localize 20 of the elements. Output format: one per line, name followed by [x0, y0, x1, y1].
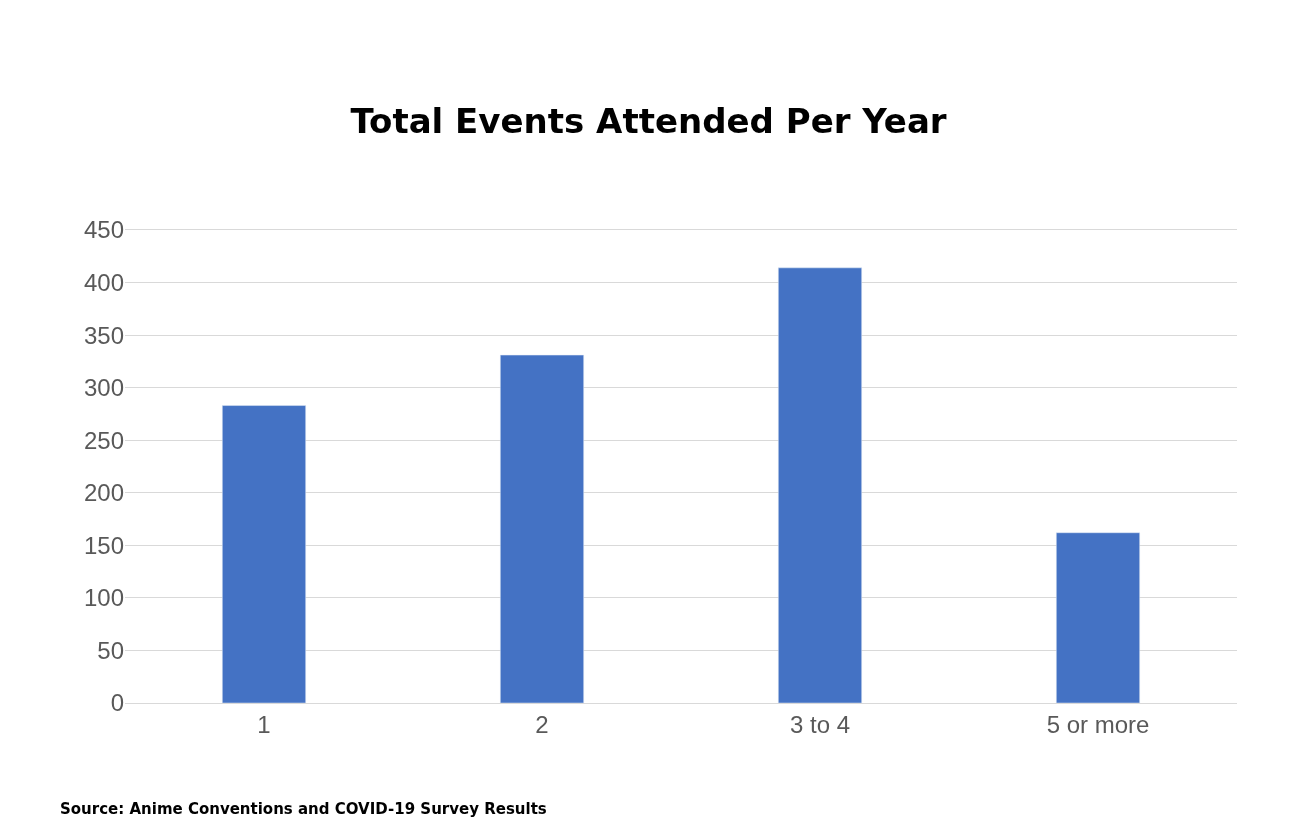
- source-note: Source: Anime Conventions and COVID-19 Survey Results: [60, 800, 547, 818]
- y-tick-label: 350: [83, 321, 124, 349]
- y-tick-label: 0: [110, 689, 124, 717]
- x-tick-label: 2: [535, 710, 549, 738]
- y-tick-label: 300: [83, 374, 124, 402]
- x-tick-label: 1: [257, 710, 271, 738]
- bar: [1056, 532, 1140, 703]
- bar: [500, 354, 584, 703]
- y-tick-label: 200: [83, 479, 124, 507]
- y-tick-label: 400: [83, 268, 124, 296]
- y-tick-label: 100: [83, 584, 124, 612]
- bar: [222, 405, 306, 703]
- x-tick-label: 5 or more: [1046, 710, 1150, 738]
- x-tick-label: 3 to 4: [789, 710, 851, 738]
- y-tick-label: 150: [83, 531, 124, 559]
- bar: [778, 267, 862, 703]
- y-tick-label: 50: [97, 636, 124, 664]
- y-tick-label: 250: [83, 426, 124, 454]
- chart-title: Total Events Attended Per Year: [350, 100, 947, 141]
- y-tick-label: 450: [83, 216, 124, 244]
